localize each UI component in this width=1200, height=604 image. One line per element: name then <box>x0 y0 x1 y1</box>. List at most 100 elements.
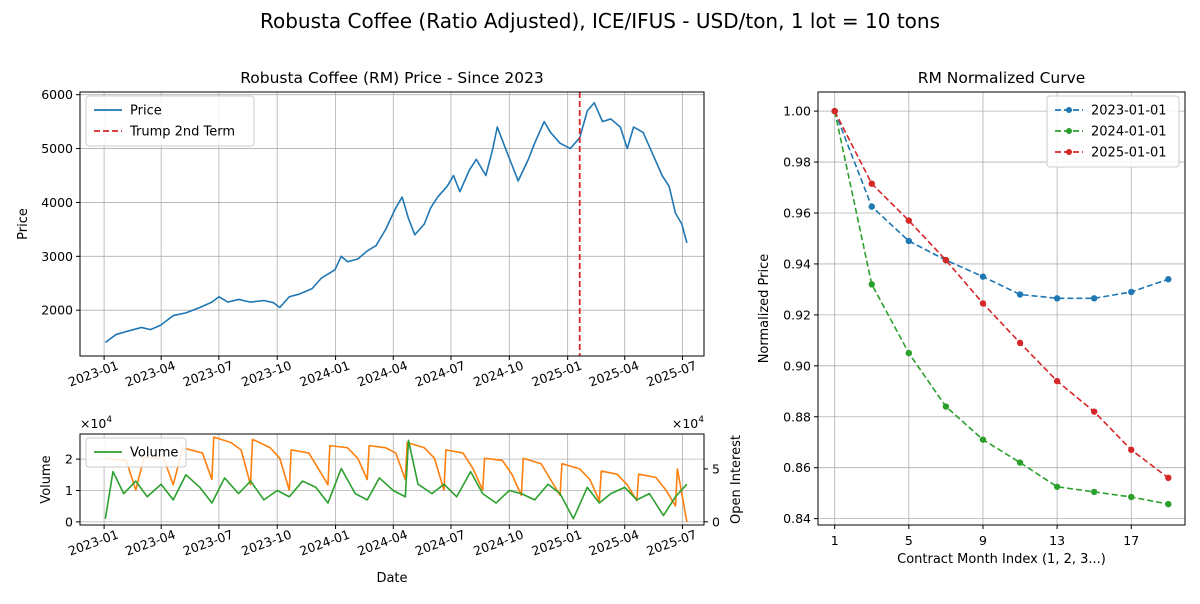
x-tick-label: 2023-10 <box>239 358 293 390</box>
x-tick-label: 2024-10 <box>471 527 525 559</box>
volume-x-axis-label: Date <box>376 571 407 586</box>
curve-point-2024-01-01-15 <box>1090 488 1098 496</box>
y-tick-label: 0.96 <box>783 205 811 220</box>
axes-frame <box>817 91 1186 526</box>
curve-point-2023-01-01-19 <box>1165 276 1172 283</box>
legend-label: 2025-01-01 <box>1091 146 1167 161</box>
volume-y-axis-label: Volume <box>39 455 54 503</box>
price-chart-title: Robusta Coffee (RM) Price - Since 2023 <box>240 69 544 87</box>
x-tick-label: 2023-07 <box>181 527 235 559</box>
x-tick-label: 2024-01 <box>298 527 352 559</box>
curve-point-2024-01-01-3 <box>868 281 875 288</box>
open-interest-offset-text: ×104 <box>672 415 704 431</box>
curve-point-2024-01-01-17 <box>1128 493 1135 501</box>
legend-box <box>85 95 255 147</box>
figure-suptitle: Robusta Coffee (Ratio Adjusted), ICE/IFU… <box>260 9 940 33</box>
x-tick-label: 13 <box>1049 533 1065 548</box>
price-axes: 2023-01 2023-04 2023-07 2023-10 2024-01 2024-… <box>16 69 705 390</box>
x-tick-label: 5 <box>905 533 913 548</box>
y-tick-label: 6000 <box>41 87 73 102</box>
y-tick-label: 2000 <box>41 303 73 318</box>
y-right-tick-label: 5 <box>712 461 720 476</box>
curve-point-2024-01-01-11 <box>1016 459 1024 466</box>
x-tick-label: 2025-07 <box>644 358 698 390</box>
open-interest-offset-exponent: 4 <box>698 415 704 425</box>
axes-frame <box>79 433 705 526</box>
y-tick-label: 0 <box>65 514 73 529</box>
volume-series-line <box>104 439 688 520</box>
y-tick-label: 0.86 <box>783 460 811 475</box>
curve-point-2025-01-01-1 <box>831 107 838 115</box>
curve-series-line-2025-01-01 <box>833 110 1169 479</box>
x-tick-label: 2024-07 <box>413 527 467 559</box>
curve-point-2023-01-01-3 <box>868 203 875 210</box>
legend-label: 2023-01-01 <box>1091 104 1167 119</box>
curve-point-2025-01-01-7 <box>942 256 950 264</box>
curve-point-2024-01-01-5 <box>905 349 913 357</box>
x-tick-label: 2023-07 <box>181 358 235 390</box>
x-tick-label: 2025-04 <box>587 358 641 390</box>
legend-label: Volume <box>130 446 178 461</box>
x-tick-label: 2024-04 <box>355 527 409 559</box>
curve-point-2023-01-01-11 <box>1016 291 1024 298</box>
y-tick-label: 1 <box>65 483 73 498</box>
y-tick-label: 0.94 <box>783 256 811 271</box>
x-tick-label: 2023-04 <box>123 358 177 390</box>
volume-axes: 2023-01 2023-04 2023-07 2023-10 2024-01 2024-… <box>39 415 744 586</box>
curve-point-2023-01-01-5 <box>905 237 913 245</box>
y-tick-label: 0.92 <box>783 307 811 322</box>
curve-point-2024-01-01-13 <box>1053 483 1061 490</box>
y-tick-label: 0.90 <box>783 358 811 373</box>
y-tick-label: 0.88 <box>783 409 811 424</box>
y-tick-label: 0.98 <box>783 155 811 170</box>
x-tick-label: 2023-10 <box>239 527 293 559</box>
x-tick-label: 2024-04 <box>355 358 409 390</box>
x-tick-label: 17 <box>1123 533 1139 548</box>
curve-point-2025-01-01-19 <box>1165 474 1172 482</box>
x-tick-label: 2024-10 <box>471 358 525 390</box>
y-right-tick-label: 0 <box>712 514 720 529</box>
x-tick-label: 1 <box>831 533 839 548</box>
x-tick-label: 2024-01 <box>298 358 352 390</box>
y-tick-label: 2 <box>65 452 73 467</box>
y-tick-label: 4000 <box>41 195 73 210</box>
price-series-line <box>104 101 688 344</box>
curve-point-2024-01-01-7 <box>942 403 950 410</box>
x-tick-label: 2025-07 <box>644 527 698 559</box>
axes-frame <box>79 91 705 357</box>
legend-marker-2 <box>1066 149 1072 155</box>
y-tick-label: 5000 <box>41 141 73 156</box>
x-tick-label: 2025-01 <box>530 527 584 559</box>
x-tick-label: 2023-01 <box>66 527 120 559</box>
x-tick-label: 2025-04 <box>587 527 641 559</box>
legend-label: Trump 2nd Term <box>129 125 235 140</box>
curve-series-line-2024-01-01 <box>833 110 1169 505</box>
volume-offset-exponent: 4 <box>106 415 112 425</box>
y-tick-label: 3000 <box>41 249 73 264</box>
curve-point-2023-01-01-15 <box>1090 295 1098 302</box>
legend-marker-1 <box>1066 128 1072 134</box>
curve-point-2023-01-01-13 <box>1053 295 1061 302</box>
curve-point-2024-01-01-19 <box>1165 500 1172 508</box>
curve-axes: 1 5 9 13 17 0.84 0.86 0.88 0.90 0.92 0.94 0.96 0.98 1… <box>757 69 1186 567</box>
y-tick-label: 1.00 <box>783 104 811 119</box>
curve-point-2025-01-01-11 <box>1016 339 1024 347</box>
y-tick-label: 0.84 <box>783 511 811 526</box>
legend-marker-0 <box>1066 107 1072 113</box>
x-tick-label: 2024-07 <box>413 358 467 390</box>
volume-offset-text: ×104 <box>80 415 112 431</box>
curve-point-2025-01-01-9 <box>979 300 987 307</box>
curve-point-2025-01-01-3 <box>868 180 875 187</box>
x-tick-label: 9 <box>979 533 987 548</box>
curve-series-line-2023-01-01 <box>833 110 1169 300</box>
price-y-axis-label: Price <box>16 208 31 240</box>
curve-y-axis-label: Normalized Price <box>757 254 772 364</box>
legend-label: Price <box>130 104 162 119</box>
curve-point-2023-01-01-17 <box>1128 288 1135 296</box>
x-tick-label: 2025-01 <box>530 358 584 390</box>
curve-point-2025-01-01-13 <box>1053 377 1061 385</box>
curve-point-2023-01-01-9 <box>979 273 987 280</box>
curve-chart-title: RM Normalized Curve <box>918 69 1086 87</box>
